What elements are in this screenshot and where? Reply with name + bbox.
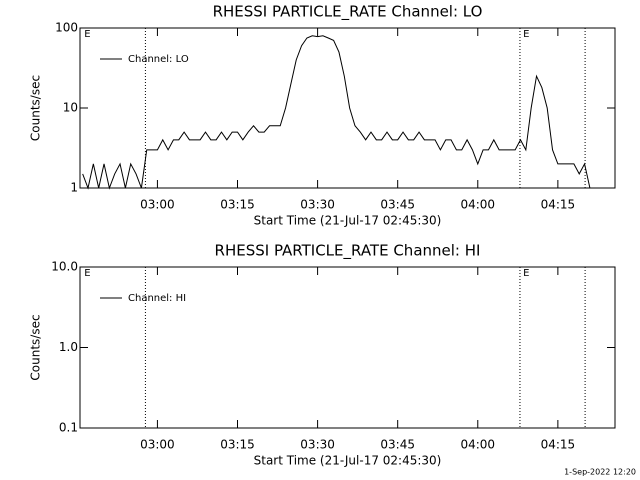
x-tick-label: 04:15	[541, 198, 576, 212]
x-tick-label: 03:15	[220, 438, 255, 452]
y-tick-label: 10	[63, 101, 78, 115]
x-axis-label: Start Time (21-Jul-17 02:45:30)	[254, 214, 442, 228]
y-axis-label: Counts/sec	[29, 314, 43, 380]
y-axis-label: Counts/sec	[29, 75, 43, 141]
x-tick-label: 04:00	[460, 438, 495, 452]
data-line	[82, 35, 601, 190]
y-tick-label: 0.1	[59, 421, 78, 435]
x-tick-label: 03:30	[300, 198, 335, 212]
y-tick-label: 1.0	[59, 340, 78, 354]
chart-title: RHESSI PARTICLE_RATE Channel: HI	[215, 242, 481, 261]
x-tick-label: 03:30	[300, 438, 335, 452]
y-tick-label: 10.0	[51, 260, 78, 274]
annotation: E	[523, 268, 529, 279]
x-axis-label: Start Time (21-Jul-17 02:45:30)	[254, 454, 442, 468]
annotation: E	[523, 29, 529, 40]
x-tick-label: 03:15	[220, 198, 255, 212]
legend-label: Channel: HI	[128, 293, 186, 304]
x-tick-label: 03:45	[380, 198, 415, 212]
y-tick-label: 100	[55, 21, 78, 35]
chart-title: RHESSI PARTICLE_RATE Channel: LO	[213, 3, 483, 22]
x-tick-label: 04:00	[460, 198, 495, 212]
plot-frame	[79, 266, 616, 429]
x-tick-label: 03:45	[380, 438, 415, 452]
footer: 1-Sep-2022 12:20	[564, 468, 636, 477]
x-tick-label: 04:15	[541, 438, 576, 452]
x-tick-label: 03:00	[140, 198, 175, 212]
annotation: E	[84, 29, 90, 40]
y-tick-label: 1	[70, 181, 78, 195]
plot-frame	[79, 27, 616, 189]
legend-label: Channel: LO	[128, 54, 189, 65]
annotation: E	[84, 268, 90, 279]
x-tick-label: 03:00	[140, 438, 175, 452]
